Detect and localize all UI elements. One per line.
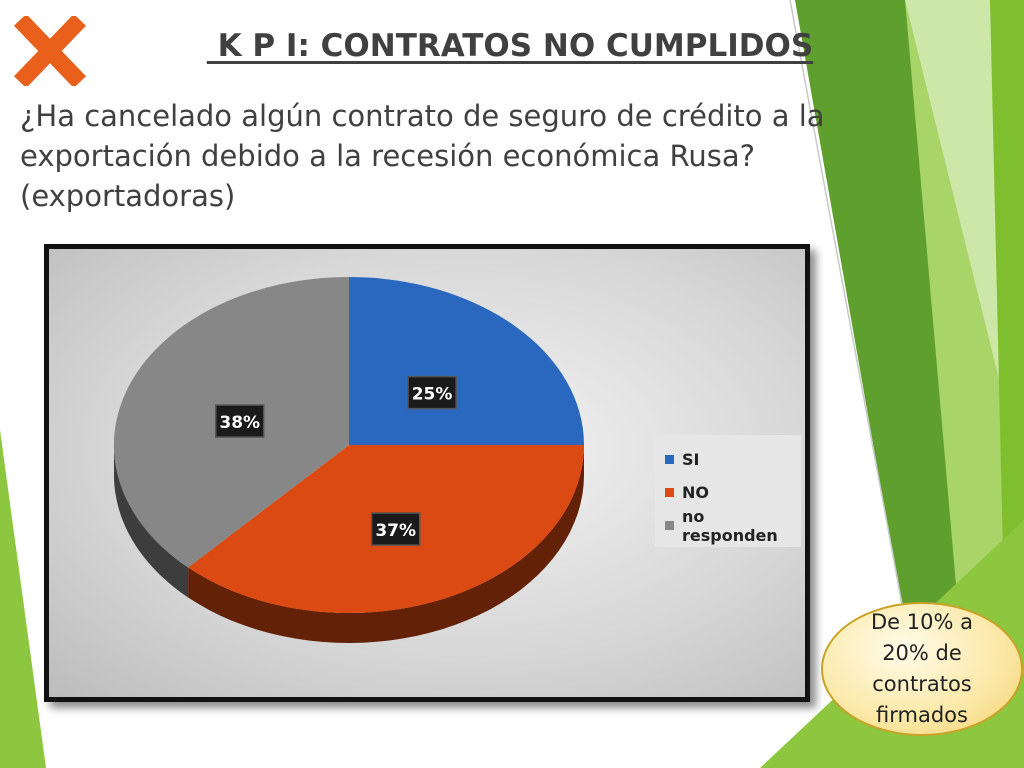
pie-side-no [188,445,584,643]
callout-bubble: De 10% a 20% de contratos firmados [821,602,1023,736]
legend-item-no: NO [665,476,791,509]
legend-item-no-responden: no responden [665,506,791,545]
pie-chart: 25% 37% 38% [113,277,584,643]
svg-text:38%: 38% [219,413,260,433]
legend-label: no responden [682,506,778,545]
callout-text: De 10% a 20% de contratos firmados [871,610,973,727]
slide-title: K P I: CONTRATOS NO CUMPLIDOS [206,28,814,64]
pie-chart-frame: 25% 37% 38% SI NO no responden [44,244,810,702]
stripe-line [789,0,906,621]
chart-legend: SI NO no responden [655,435,801,547]
green-stripe-left [0,430,46,768]
svg-text:37%: 37% [375,521,416,541]
x-mark-icon [14,16,86,86]
pie-side-no-responden [114,445,189,598]
data-label-no: 37% [370,512,421,546]
data-label-no-responden: 38% [215,404,265,438]
legend-swatch [665,488,674,497]
legend-swatch [665,521,674,530]
pie-slice-si [349,277,584,445]
legend-swatch [665,455,674,464]
survey-question: ¿Ha cancelado algún contrato de seguro d… [20,99,825,213]
legend-item-si: SI [665,443,791,476]
legend-label: SI [682,450,700,469]
green-stripe-dark [795,0,972,768]
svg-text:25%: 25% [412,385,453,405]
data-label-si: 25% [407,375,457,410]
legend-label: NO [682,483,709,502]
